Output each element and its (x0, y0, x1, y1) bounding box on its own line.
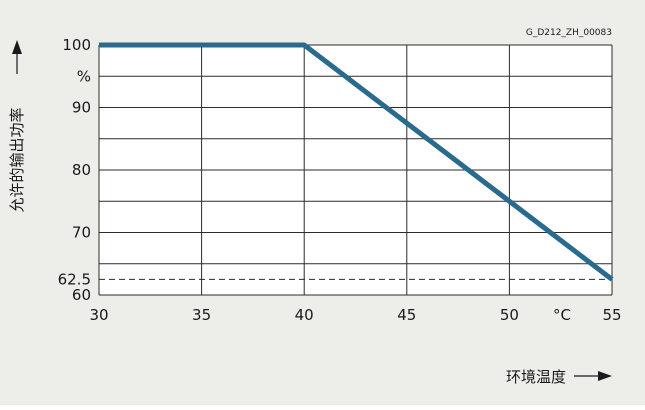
x-tick-label: 35 (192, 306, 211, 324)
x-axis-arrow-icon (598, 371, 612, 381)
x-tick-label: 30 (89, 306, 108, 324)
y-tick-label: 90 (72, 99, 91, 117)
y-unit-label: % (77, 67, 91, 85)
series-line (99, 42, 614, 282)
y-tick-label: 70 (72, 224, 91, 242)
x-tick-label: 45 (397, 306, 416, 324)
y-tick-label: 62.5 (58, 270, 91, 288)
x-tick-label: 55 (602, 306, 621, 324)
x-tick-label: 40 (295, 306, 314, 324)
x-unit-label: °C (553, 306, 571, 324)
x-axis-title: 环境温度 (506, 368, 566, 386)
x-tick-label: 50 (500, 306, 519, 324)
y-axis-title: 允许的输出功率 (8, 107, 26, 212)
y-axis-arrow-icon (12, 40, 22, 54)
figure-code: G_D212_ZH_00083 (526, 28, 612, 38)
y-tick-label: 100 (62, 36, 91, 54)
y-tick-label: 60 (72, 286, 91, 304)
y-tick-label: 80 (72, 161, 91, 179)
